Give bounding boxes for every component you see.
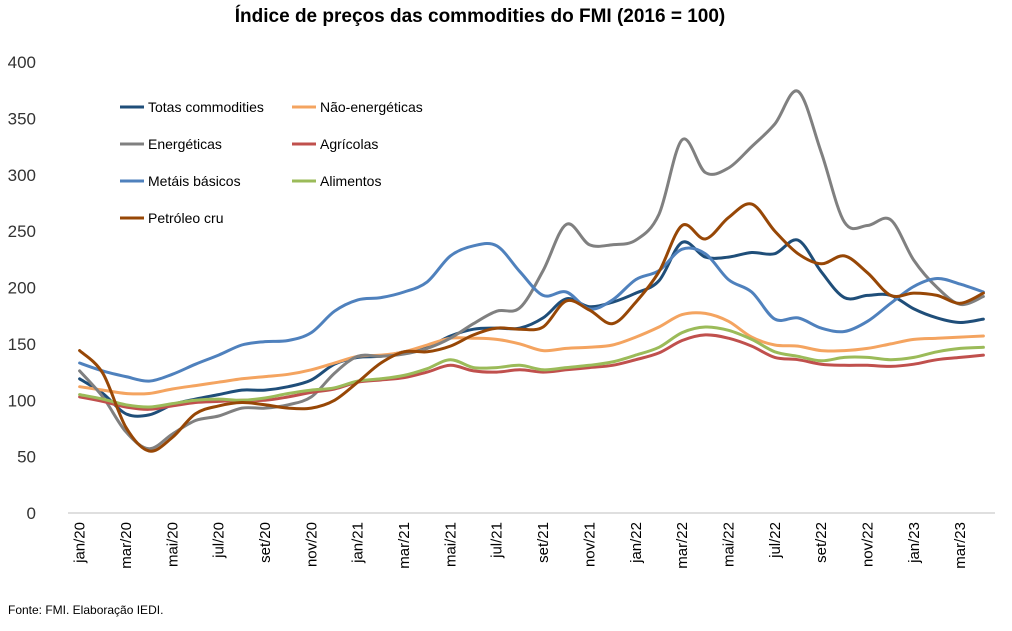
x-tick-label: mai/20 — [164, 522, 181, 567]
x-tick-label: set/20 — [257, 522, 274, 563]
y-tick-label: 150 — [8, 335, 36, 354]
x-tick-label: mar/23 — [952, 522, 969, 569]
y-axis: 0 50 100 150 200 250 300 350 400 — [8, 53, 36, 523]
x-tick-label: jul/22 — [767, 522, 784, 559]
y-tick-label: 400 — [8, 53, 36, 72]
x-tick-label: jan/21 — [350, 522, 367, 564]
y-tick-label: 100 — [8, 391, 36, 410]
x-tick-label: mar/21 — [396, 522, 413, 569]
y-tick-label: 200 — [8, 279, 36, 298]
x-tick-label: jan/23 — [906, 522, 923, 564]
legend-label: Alimentos — [320, 173, 381, 189]
y-tick-label: 300 — [8, 166, 36, 185]
legend-label: Agrícolas — [320, 136, 378, 152]
y-tick-label: 250 — [8, 222, 36, 241]
x-tick-label: set/21 — [535, 522, 552, 563]
y-tick-label: 0 — [27, 504, 36, 523]
series-line-nao-energeticas — [78, 311, 985, 396]
series-line-petroleo-cru — [78, 202, 985, 453]
legend-label: Metáis básicos — [148, 173, 241, 189]
x-tick-label: nov/21 — [581, 522, 598, 567]
y-tick-label: 350 — [8, 109, 36, 128]
x-tick-label: set/22 — [813, 522, 830, 563]
x-tick-label: jan/22 — [628, 522, 645, 564]
legend-label: Energéticas — [148, 136, 222, 152]
series-line-metais-basicos — [78, 241, 985, 383]
x-tick-label: mai/21 — [442, 522, 459, 567]
x-tick-label: nov/22 — [860, 522, 877, 567]
legend-label: Petróleo cru — [148, 210, 223, 226]
x-axis: jan/20 mar/20 mai/20 jul/20 set/20 nov/20 jan/… — [68, 512, 995, 569]
chart-title: Índice de preços das commodities do FMI … — [234, 6, 726, 27]
legend-label: Não-energéticas — [320, 99, 423, 115]
series-lines — [78, 89, 985, 453]
x-tick-label: nov/20 — [303, 522, 320, 567]
series-line-totas-commodities — [78, 238, 985, 418]
y-tick-label: 50 — [17, 448, 36, 467]
x-tick-label: jul/20 — [211, 522, 228, 559]
x-tick-label: mai/22 — [720, 522, 737, 567]
source-note: Fonte: FMI. Elaboração IEDI. — [8, 603, 164, 617]
x-tick-label: jan/20 — [72, 522, 89, 564]
x-tick-label: mar/22 — [674, 522, 691, 569]
legend-label: Totas commodities — [148, 99, 264, 115]
x-tick-label: mar/20 — [118, 522, 135, 569]
legend: Totas commodities Não-energéticas Energéti… — [120, 99, 423, 226]
x-tick-label: jul/21 — [489, 522, 506, 559]
series-line-alimentos — [78, 325, 985, 409]
series-line-energeticas — [78, 89, 985, 451]
